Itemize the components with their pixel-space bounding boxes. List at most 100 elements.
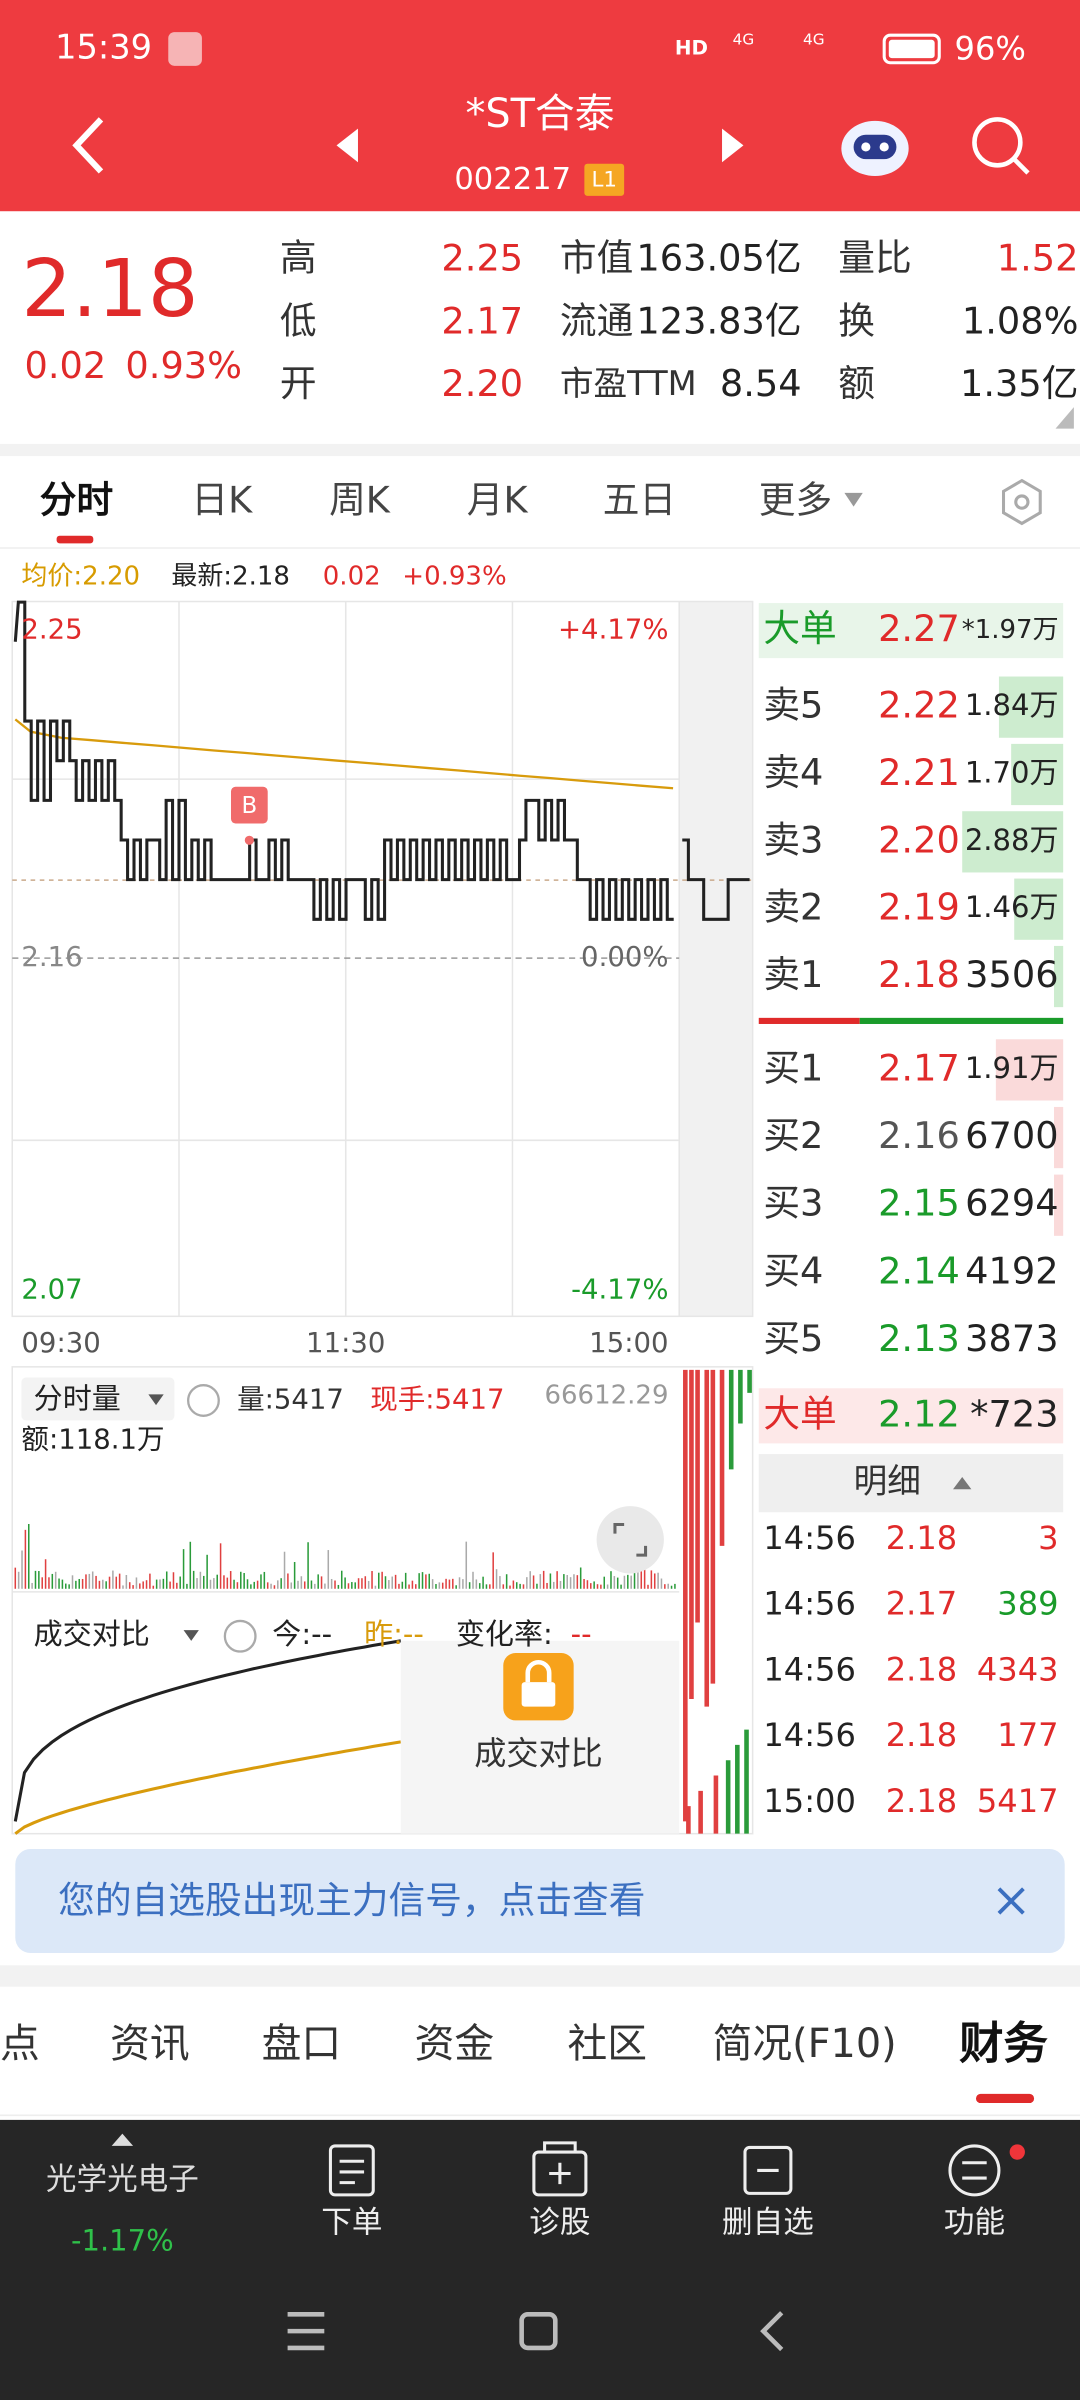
section-tab[interactable]: 简况(F10) xyxy=(713,2021,897,2067)
volume-bg xyxy=(1053,1106,1064,1169)
robot-face xyxy=(853,134,897,160)
fullscreen-button[interactable] xyxy=(596,1506,664,1574)
section-tab[interactable]: 社区 xyxy=(568,2021,648,2067)
compare-line-today xyxy=(13,1639,402,1822)
trade-marker: B xyxy=(241,793,257,819)
panel-title: 成交对比 xyxy=(34,1617,150,1651)
banner[interactable] xyxy=(15,1848,1065,1954)
sort-arrow xyxy=(953,1477,972,1490)
big-order-bg xyxy=(758,603,1064,659)
volume-number: 66612.29 xyxy=(544,1380,668,1410)
system-home[interactable] xyxy=(519,2311,558,2351)
system-back[interactable] xyxy=(760,2311,784,2352)
status-icon xyxy=(168,32,202,66)
trade-price: 2.18 xyxy=(886,1716,958,1754)
help-icon[interactable] xyxy=(187,1384,220,1417)
settings-icon xyxy=(1014,494,1030,510)
badge: L1 xyxy=(591,168,617,193)
price: 2.18 xyxy=(21,242,198,335)
volume-bg xyxy=(998,676,1064,738)
tab[interactable]: 更多 xyxy=(759,479,832,522)
separator xyxy=(0,443,1080,457)
nav-action[interactable]: 功能 xyxy=(944,2205,1005,2240)
next-stock[interactable] xyxy=(722,128,744,163)
book-price: 2.21 xyxy=(878,751,960,794)
book-price: 2.12 xyxy=(878,1392,960,1435)
select-arrow xyxy=(148,1394,164,1406)
book-label: 买1 xyxy=(763,1046,823,1089)
stat-value: 2.25 xyxy=(441,237,523,280)
select-arrow xyxy=(183,1630,199,1641)
stat-value: 2.17 xyxy=(441,299,523,342)
banner-text: 您的自选股出现主力信号，点击查看 xyxy=(58,1879,645,1922)
tab[interactable]: 日K xyxy=(191,479,253,522)
sector-name[interactable]: 光学光电子 xyxy=(46,2163,199,2198)
trade-volume: 5417 xyxy=(977,1782,1059,1820)
divider-buy xyxy=(859,1017,1064,1024)
stat-label: 低 xyxy=(280,299,317,342)
tab[interactable]: 月K xyxy=(467,479,529,522)
tab[interactable]: 五日 xyxy=(603,479,676,522)
volume-value: 量:5417 xyxy=(237,1384,344,1416)
nav-action[interactable]: 诊股 xyxy=(529,2205,590,2240)
book-volume: 6294 xyxy=(965,1182,1058,1225)
prev-stock[interactable] xyxy=(336,128,358,163)
axis-label: +4.17% xyxy=(558,614,668,646)
detail-title[interactable]: 明细 xyxy=(854,1462,921,1501)
amount-value: 额:118.1万 xyxy=(21,1423,164,1455)
nav-action[interactable]: 下单 xyxy=(321,2205,382,2240)
volume-bg xyxy=(1014,878,1064,940)
marker-dot xyxy=(244,835,254,845)
trade-time: 15:00 xyxy=(763,1782,856,1820)
tab[interactable]: 周K xyxy=(329,479,391,522)
trade-price: 2.18 xyxy=(886,1650,958,1688)
volume-bg xyxy=(1053,945,1064,1008)
search-icon xyxy=(972,117,1023,168)
indicator-select[interactable] xyxy=(21,1377,175,1421)
banner-close[interactable] xyxy=(997,1887,1025,1915)
compare-today: 今:-- xyxy=(272,1617,332,1651)
book-volume: *723 xyxy=(970,1392,1058,1435)
detail-header-bg xyxy=(758,1454,1064,1513)
settings-button[interactable] xyxy=(1001,478,1042,526)
book-volume: 1.91万 xyxy=(965,1051,1059,1085)
stat-label: 换 xyxy=(838,299,875,342)
section-tab[interactable]: 财务 xyxy=(959,2018,1048,2069)
tab[interactable]: 分时 xyxy=(40,479,113,522)
back-button[interactable] xyxy=(72,117,104,174)
battery-text: 96% xyxy=(955,30,1026,68)
system-menu[interactable] xyxy=(287,2311,325,2351)
book-label: 大单 xyxy=(763,607,836,650)
book-label: 卖4 xyxy=(763,751,823,794)
section-tab[interactable]: 资讯 xyxy=(110,2021,190,2067)
section-tab[interactable]: 盘口 xyxy=(262,2021,342,2067)
status-indicator: 4G xyxy=(733,30,755,48)
trade-volume: 177 xyxy=(997,1716,1058,1754)
book-volume: 3506 xyxy=(965,953,1058,996)
help-icon[interactable] xyxy=(223,1619,257,1653)
book-volume: *1.97万 xyxy=(962,615,1059,645)
axis-label: 0.00% xyxy=(581,941,668,973)
tab-indicator xyxy=(56,535,94,544)
section-tab[interactable]: 资金 xyxy=(415,2021,495,2067)
compare-line-yesterday xyxy=(14,1740,402,1835)
expand-corner[interactable] xyxy=(1055,407,1074,429)
bottom-nav-bg xyxy=(0,2119,1080,2400)
latest-price: 最新:2.18 xyxy=(171,562,290,592)
robot-button[interactable] xyxy=(841,120,909,177)
stock-name: *ST合泰 xyxy=(466,91,615,137)
battery-icon xyxy=(882,33,941,65)
section-tab[interactable]: 点 xyxy=(0,2021,40,2067)
stat-value: 1.52 xyxy=(997,237,1079,280)
compare-yesterday: 昨:-- xyxy=(364,1617,424,1651)
volume-bg xyxy=(1053,1174,1064,1236)
panel-title: 分时量 xyxy=(34,1382,121,1416)
book-volume: 1.70万 xyxy=(965,755,1059,789)
stat-label: 市值 xyxy=(560,237,633,280)
compare-rate: -- xyxy=(571,1617,592,1651)
nav-action[interactable]: 删自选 xyxy=(722,2205,814,2240)
stat-label: 额 xyxy=(838,362,875,405)
status-indicator: HD xyxy=(675,36,708,59)
search-button[interactable] xyxy=(972,117,1030,175)
